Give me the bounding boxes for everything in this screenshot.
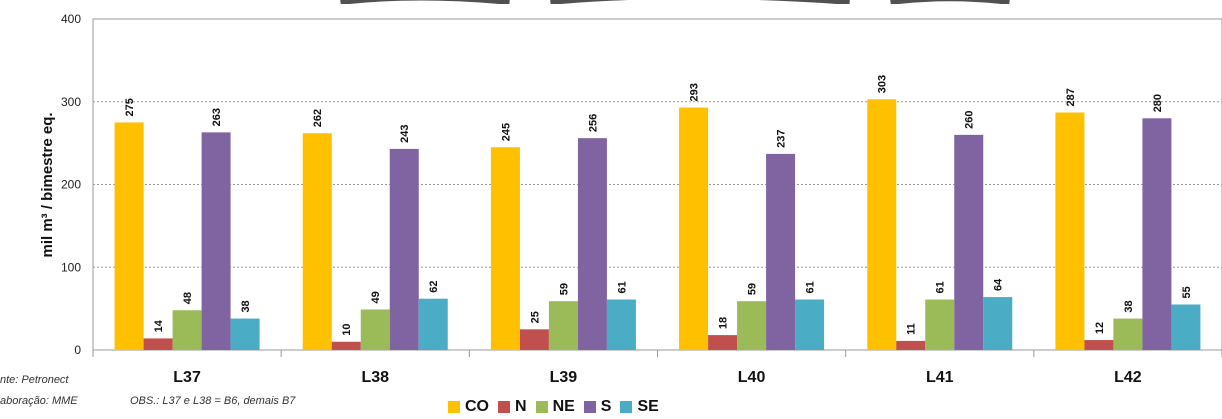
- legend-label-s: S: [600, 398, 612, 415]
- data-label: 48: [182, 292, 194, 304]
- data-label: 303: [877, 75, 889, 93]
- data-label: 245: [500, 123, 512, 141]
- data-label: 256: [587, 114, 599, 132]
- y-tick-label: 300: [61, 95, 81, 109]
- bar-s-l39: [577, 138, 607, 350]
- x-category-label: L38: [361, 369, 389, 386]
- data-label: 61: [616, 281, 628, 293]
- y-tick-label: 0: [74, 343, 81, 357]
- legend-swatch-co: [448, 401, 460, 413]
- bar-se-l42: [1171, 304, 1201, 350]
- legend-item-s: S: [583, 398, 612, 416]
- bar-se-l37: [230, 318, 260, 350]
- bar-co-l40: [679, 107, 709, 350]
- data-label: 280: [1152, 94, 1164, 112]
- y-tick-label: 400: [61, 12, 81, 26]
- obs-note: OBS.: L37 e L38 = B6, demais B7: [130, 395, 296, 407]
- data-label: 12: [1094, 322, 1106, 334]
- legend-swatch-se: [620, 401, 633, 413]
- data-labels: 275 14 48 263 38 262 10 49 243 62 245 25 59 256 61 293 1…: [124, 75, 1193, 336]
- data-label: 49: [370, 291, 382, 303]
- legend-item-ne: NE: [535, 398, 575, 416]
- data-label: 263: [211, 108, 223, 126]
- legend-item-se: SE: [620, 398, 659, 416]
- data-label: 14: [153, 319, 165, 332]
- data-label: 62: [428, 280, 440, 292]
- bar-ne-l37: [172, 310, 202, 350]
- bar-se-l40: [795, 299, 825, 350]
- bar-n-l40: [708, 335, 738, 350]
- legend-swatch-s: [583, 401, 596, 413]
- data-label: 243: [399, 125, 411, 143]
- y-axis-title: mil m³ / bimestre eq.: [39, 112, 56, 257]
- data-label: 237: [776, 130, 788, 148]
- data-label: 59: [747, 283, 759, 295]
- source-note: nte: Petronect: [0, 374, 69, 386]
- legend-label-co: CO: [465, 398, 489, 415]
- bar-s-l41: [954, 134, 984, 350]
- bar-n-l42: [1084, 340, 1114, 350]
- legend-label-se: SE: [637, 398, 659, 415]
- bar-s-l37: [201, 132, 231, 350]
- bar-co-l39: [490, 147, 520, 350]
- bar-co-l42: [1055, 112, 1085, 350]
- bar-ne-l40: [737, 301, 767, 350]
- x-category-label: L42: [1114, 369, 1142, 386]
- bar-n-l39: [519, 329, 549, 350]
- data-label: 287: [1065, 88, 1077, 106]
- gridlines: [92, 101, 1222, 357]
- legend: CO N NE S SE: [448, 398, 668, 416]
- bar-n-l41: [896, 340, 926, 350]
- bar-n-l37: [143, 338, 173, 350]
- bars: [114, 99, 1201, 350]
- legend-item-n: N: [498, 398, 527, 416]
- bar-se-l38: [418, 298, 448, 350]
- x-category-label: L40: [738, 369, 766, 386]
- bar-ne-l38: [360, 309, 390, 350]
- bar-s-l38: [389, 148, 419, 350]
- bar-se-l41: [983, 297, 1013, 350]
- data-label: 260: [964, 110, 976, 128]
- bar-ne-l41: [925, 299, 955, 350]
- bar-s-l40: [766, 153, 796, 350]
- x-category-label: L39: [550, 369, 578, 386]
- bar-ne-l42: [1113, 318, 1143, 350]
- bar-co-l38: [302, 133, 332, 350]
- bar-n-l38: [331, 341, 361, 350]
- bar-ne-l39: [548, 301, 578, 350]
- data-label: 38: [240, 300, 252, 312]
- elaboration-note: aboração: MME: [0, 395, 78, 407]
- data-label: 293: [689, 83, 701, 101]
- legend-swatch-ne: [535, 401, 548, 413]
- legend-item-co: CO: [448, 398, 489, 416]
- data-label: 10: [341, 323, 353, 335]
- legend-label-n: N: [515, 398, 527, 415]
- data-label: 275: [124, 98, 136, 116]
- legend-swatch-n: [498, 401, 510, 413]
- bar-co-l37: [114, 122, 144, 350]
- data-label: 11: [906, 323, 918, 335]
- y-tick-label: 100: [61, 260, 81, 274]
- data-label: 18: [718, 317, 730, 329]
- data-label: 25: [529, 311, 541, 323]
- bar-chart: 0 100 200 300 400 275 14 48 263 38 262 10 49 243 62 24…: [39, 12, 1222, 386]
- x-category-label: L37: [173, 369, 201, 386]
- data-label: 61: [805, 281, 817, 293]
- bar-s-l42: [1142, 118, 1172, 350]
- bar-se-l39: [606, 299, 636, 350]
- legend-label-ne: NE: [552, 398, 575, 415]
- data-label: 61: [935, 281, 947, 293]
- data-label: 55: [1181, 286, 1193, 298]
- y-axis-ticks: 0 100 200 300 400: [61, 12, 81, 357]
- bar-co-l41: [867, 99, 897, 350]
- data-label: 262: [312, 109, 324, 127]
- data-label: 59: [558, 283, 570, 295]
- data-label: 38: [1123, 300, 1135, 312]
- data-label: 64: [993, 278, 1005, 291]
- x-axis-categories: L37 L38 L39 L40 L41 L42: [173, 369, 1142, 386]
- y-tick-label: 200: [61, 178, 81, 192]
- x-category-label: L41: [926, 369, 954, 386]
